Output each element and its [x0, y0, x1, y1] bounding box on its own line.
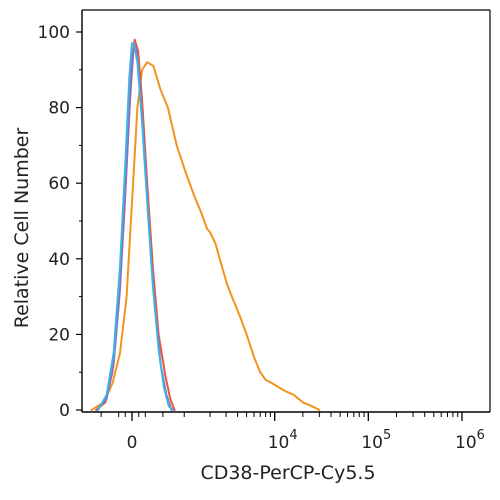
y-tick-label: 100 [38, 23, 70, 43]
y-tick-label: 0 [59, 401, 70, 421]
x-tick-label: 0 [127, 433, 138, 453]
x-tick-label: 106 [455, 428, 485, 453]
y-axis-title: Relative Cell Number [11, 128, 33, 329]
x-axis-title: CD38-PerCP-Cy5.5 [200, 462, 375, 484]
histogram-series-0 [90, 61, 321, 411]
x-tick-label: 104 [268, 428, 298, 453]
histogram-series-3 [97, 42, 175, 411]
y-tick-label: 40 [48, 250, 70, 270]
y-tick-label: 60 [48, 174, 70, 194]
x-tick-label: 105 [361, 428, 391, 453]
y-tick-label: 20 [48, 325, 70, 345]
y-tick-label: 80 [48, 99, 70, 119]
